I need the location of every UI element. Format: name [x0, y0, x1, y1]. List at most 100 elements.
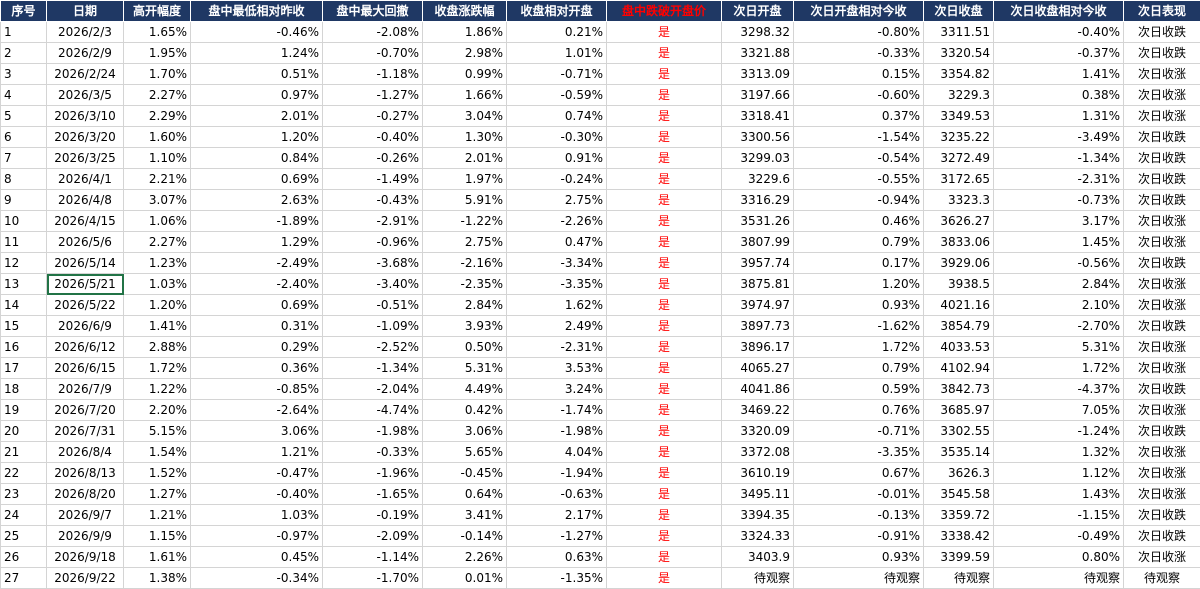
table-cell[interactable]: -1.96% [323, 463, 423, 484]
table-cell[interactable]: -2.35% [423, 274, 507, 295]
table-cell[interactable]: 1.21% [191, 442, 323, 463]
table-cell[interactable]: 次日收涨 [1124, 274, 1200, 295]
table-cell[interactable]: 0.69% [191, 169, 323, 190]
table-cell[interactable]: 3929.06 [924, 253, 994, 274]
table-cell[interactable]: 待观察 [794, 568, 924, 589]
table-cell[interactable]: 2.10% [994, 295, 1124, 316]
table-cell[interactable]: 0.80% [994, 547, 1124, 568]
table-cell[interactable]: 3229.6 [722, 169, 794, 190]
table-cell[interactable]: 1.97% [423, 169, 507, 190]
table-cell[interactable]: -2.70% [994, 316, 1124, 337]
table-cell[interactable]: -0.49% [994, 526, 1124, 547]
table-cell[interactable]: 4065.27 [722, 358, 794, 379]
table-cell[interactable]: -0.26% [323, 148, 423, 169]
table-cell[interactable]: 2026/9/22 [47, 568, 124, 589]
table-cell[interactable]: 1.15% [124, 526, 191, 547]
table-cell[interactable]: -2.31% [507, 337, 607, 358]
table-cell[interactable]: 2.63% [191, 190, 323, 211]
table-cell[interactable]: 0.74% [507, 106, 607, 127]
table-cell[interactable]: 2026/8/20 [47, 484, 124, 505]
table-cell[interactable]: 次日收涨 [1124, 337, 1200, 358]
table-cell[interactable]: 3 [1, 64, 47, 85]
table-cell[interactable]: 5.15% [124, 421, 191, 442]
table-cell[interactable]: 3311.51 [924, 22, 994, 43]
table-cell[interactable]: -0.54% [794, 148, 924, 169]
table-cell[interactable]: 3545.58 [924, 484, 994, 505]
table-cell[interactable]: 3535.14 [924, 442, 994, 463]
table-cell[interactable]: 2026/7/31 [47, 421, 124, 442]
table-cell[interactable]: 3875.81 [722, 274, 794, 295]
table-cell[interactable]: 待观察 [924, 568, 994, 589]
table-cell[interactable]: 7 [1, 148, 47, 169]
table-cell[interactable]: 1.70% [124, 64, 191, 85]
table-cell[interactable]: 10 [1, 211, 47, 232]
table-cell[interactable]: 3854.79 [924, 316, 994, 337]
table-cell[interactable]: 次日收涨 [1124, 106, 1200, 127]
table-cell[interactable]: -2.52% [323, 337, 423, 358]
table-cell[interactable]: 1.01% [507, 43, 607, 64]
table-cell[interactable]: -4.37% [994, 379, 1124, 400]
table-cell[interactable]: 0.59% [794, 379, 924, 400]
table-cell[interactable]: 1 [1, 22, 47, 43]
table-cell[interactable]: 次日收跌 [1124, 253, 1200, 274]
table-cell[interactable]: 3318.41 [722, 106, 794, 127]
table-cell[interactable]: -1.18% [323, 64, 423, 85]
table-cell[interactable]: 待观察 [1124, 568, 1200, 589]
table-cell[interactable]: 3394.35 [722, 505, 794, 526]
table-cell[interactable]: 2.84% [423, 295, 507, 316]
table-cell[interactable]: 3372.08 [722, 442, 794, 463]
table-cell[interactable]: -0.24% [507, 169, 607, 190]
table-cell[interactable]: -0.30% [507, 127, 607, 148]
table-cell[interactable]: -0.55% [794, 169, 924, 190]
table-cell[interactable]: 次日收涨 [1124, 211, 1200, 232]
table-cell[interactable]: -0.60% [794, 85, 924, 106]
table-cell[interactable]: 次日收涨 [1124, 64, 1200, 85]
table-cell[interactable]: 是 [607, 316, 722, 337]
table-cell[interactable]: 待观察 [722, 568, 794, 589]
table-cell[interactable]: 2026/5/6 [47, 232, 124, 253]
table-cell[interactable]: 1.03% [191, 505, 323, 526]
table-cell[interactable]: 0.64% [423, 484, 507, 505]
table-cell[interactable]: 3320.09 [722, 421, 794, 442]
table-cell[interactable]: 5 [1, 106, 47, 127]
table-cell[interactable]: 4 [1, 85, 47, 106]
table-cell[interactable]: 次日收涨 [1124, 400, 1200, 421]
table-cell[interactable]: 1.38% [124, 568, 191, 589]
table-cell[interactable]: 2.21% [124, 169, 191, 190]
table-cell[interactable]: -0.71% [794, 421, 924, 442]
table-cell[interactable]: 4102.94 [924, 358, 994, 379]
table-cell[interactable]: 5.91% [423, 190, 507, 211]
col-header-next-performance[interactable]: 次日表现 [1124, 1, 1200, 22]
table-cell[interactable]: 是 [607, 232, 722, 253]
table-cell[interactable]: 26 [1, 547, 47, 568]
table-cell[interactable]: 2.84% [994, 274, 1124, 295]
table-cell[interactable]: 24 [1, 505, 47, 526]
table-cell[interactable]: -0.13% [794, 505, 924, 526]
table-cell[interactable]: 22 [1, 463, 47, 484]
table-cell[interactable]: 次日收涨 [1124, 547, 1200, 568]
table-cell[interactable]: 2026/6/15 [47, 358, 124, 379]
table-cell[interactable]: 0.38% [994, 85, 1124, 106]
table-cell[interactable]: -0.33% [323, 442, 423, 463]
table-cell[interactable]: 2.01% [191, 106, 323, 127]
table-cell[interactable]: 21 [1, 442, 47, 463]
table-cell[interactable]: 3197.66 [722, 85, 794, 106]
table-cell[interactable]: 2026/7/9 [47, 379, 124, 400]
table-cell[interactable]: 2.27% [124, 85, 191, 106]
table-cell[interactable]: 1.52% [124, 463, 191, 484]
table-cell[interactable]: 次日收跌 [1124, 190, 1200, 211]
table-cell[interactable]: -2.04% [323, 379, 423, 400]
table-cell[interactable]: -0.40% [323, 127, 423, 148]
table-cell[interactable]: 3298.32 [722, 22, 794, 43]
table-cell[interactable]: 次日收跌 [1124, 316, 1200, 337]
table-cell[interactable]: -0.34% [191, 568, 323, 589]
table-cell[interactable]: 3.53% [507, 358, 607, 379]
table-cell[interactable]: 23 [1, 484, 47, 505]
table-cell[interactable]: 1.06% [124, 211, 191, 232]
table-cell[interactable]: 2026/3/20 [47, 127, 124, 148]
table-cell[interactable]: 1.29% [191, 232, 323, 253]
table-cell[interactable]: 3.04% [423, 106, 507, 127]
table-cell[interactable]: 3610.19 [722, 463, 794, 484]
table-cell[interactable]: 次日收涨 [1124, 442, 1200, 463]
table-cell[interactable]: 3531.26 [722, 211, 794, 232]
